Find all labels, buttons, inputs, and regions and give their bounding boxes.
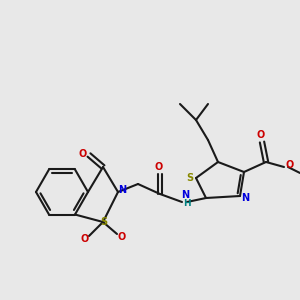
Text: O: O [257,130,265,140]
Text: O: O [79,149,87,159]
Text: N: N [241,193,249,203]
Text: S: S [186,173,194,183]
Text: N: N [181,190,189,200]
Text: H: H [183,199,191,208]
Text: S: S [100,217,108,227]
Text: O: O [81,234,89,244]
Text: N: N [118,185,126,195]
Text: O: O [118,232,126,242]
Text: O: O [155,162,163,172]
Text: O: O [286,160,294,170]
